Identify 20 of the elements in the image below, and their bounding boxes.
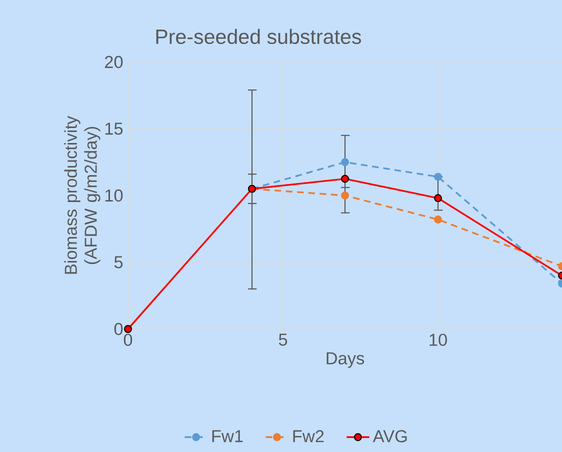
legend-label: AVG [372,430,407,442]
chart-title: Pre-seeded substrates [156,28,361,44]
x-tick-label: 10 [430,334,447,346]
y-axis-title: Biomass productivity (AFDW g/m2/day) [64,116,100,274]
x-tick-label: 0 [124,334,132,346]
point [434,216,442,224]
legend-label: Fw1 [212,430,243,442]
x-axis-title: Days [326,352,364,368]
point [341,192,349,200]
x-tick-label: 5 [278,334,288,346]
point [434,194,442,202]
point [341,158,349,166]
y-tick-label: 0 [114,322,123,336]
legend-label: Fw2 [293,430,324,442]
y-tick-label: 20 [104,56,123,68]
point [341,174,349,183]
point [434,172,442,181]
y-tick-label: 15 [105,122,123,135]
y-tick-label: 5 [114,256,123,268]
y-tick-label: 10 [105,189,123,202]
